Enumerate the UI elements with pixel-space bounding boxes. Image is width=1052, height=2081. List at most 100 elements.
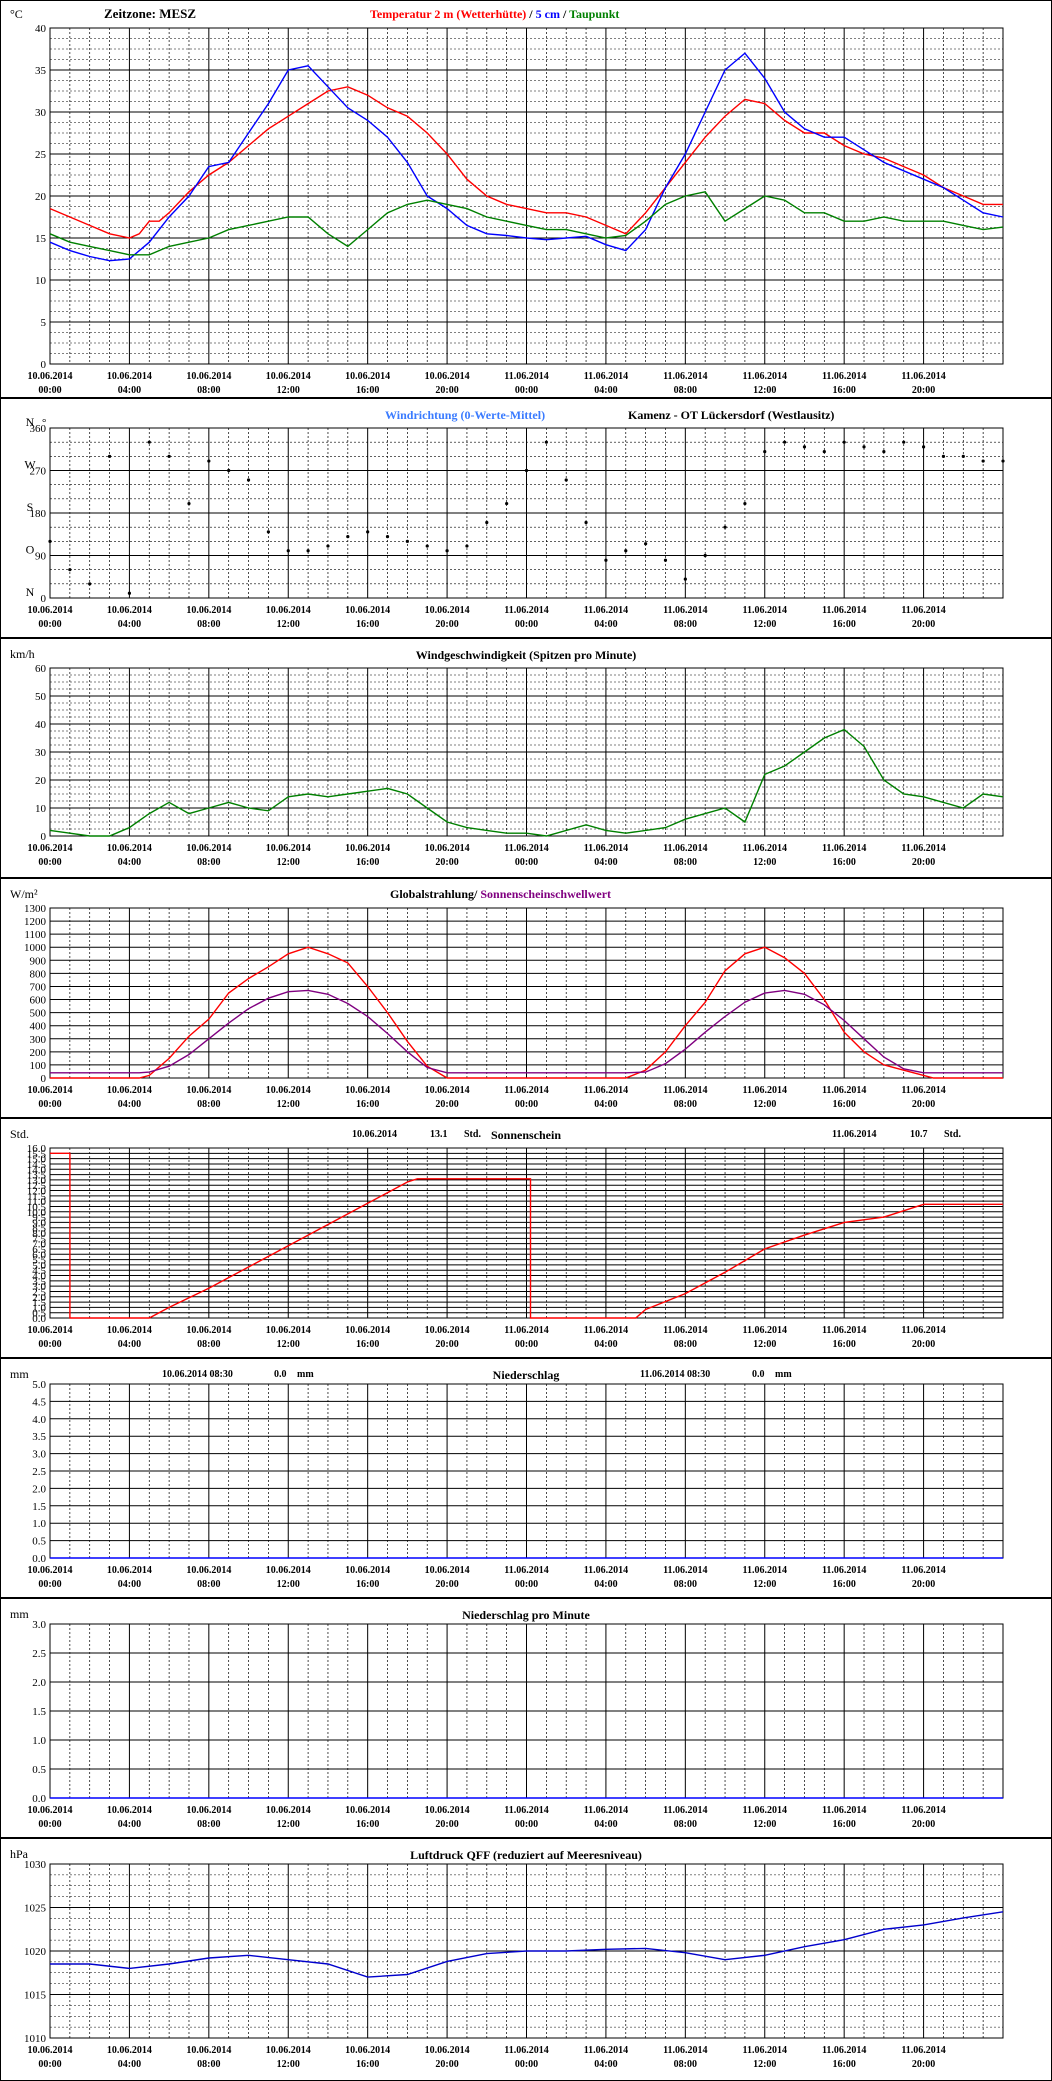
x-tick-date: 11.06.2014 (663, 1325, 707, 1336)
series-line-temperatur-2-m-wetterh-tte- (49, 86, 1003, 239)
chart-panel-6: 0.0 0.5 1.0 1.5 2.0 2.5 3.0 3.5 4.0 4.5 5.0 10.06.2… (10, 1367, 1004, 1590)
x-tick-date: 10.06.2014 (107, 843, 152, 854)
x-tick-date: 11.06.2014 (822, 2045, 866, 2056)
chart-title: Windrichtung (0-Werte-Mittel) (385, 408, 545, 422)
chart-title: Niederschlag (493, 1368, 560, 1382)
x-tick-time: 00:00 (38, 1819, 61, 1830)
series-line-sonnenscheinschwellwert (50, 989, 1003, 1074)
x-tick-time: 04:00 (118, 385, 141, 396)
x-tick-date: 10.06.2014 (425, 843, 470, 854)
y-unit-label: mm (10, 1367, 29, 1381)
x-tick-date: 11.06.2014 (663, 605, 707, 616)
wind-direction-point (445, 549, 449, 553)
y-tick-label: 4.5 (32, 1396, 46, 1408)
x-tick-time: 00:00 (515, 385, 538, 396)
x-tick-date: 10.06.2014 (425, 1805, 470, 1816)
x-tick-time: 20:00 (435, 1819, 458, 1830)
x-tick-time: 16:00 (832, 1579, 855, 1590)
x-tick-date: 10.06.2014 (266, 371, 311, 382)
series-line-5-cm (49, 52, 1004, 262)
x-tick-time: 08:00 (674, 1819, 697, 1830)
x-tick-time: 08:00 (674, 385, 697, 396)
y-tick-label: 30 (35, 747, 47, 759)
x-tick-time: 04:00 (118, 619, 141, 630)
y-tick-label: 0 (41, 359, 47, 371)
chart-panel-8: 1010 1015 1020 1025 1030 10.06.2014 00:00 10.06… (10, 1847, 1004, 2070)
wind-direction-point (842, 440, 846, 444)
wind-direction-point (981, 459, 985, 463)
y-tick-label: 900 (30, 955, 47, 967)
wind-direction-point (783, 440, 787, 444)
wind-direction-point (127, 591, 132, 595)
x-tick-date: 10.06.2014 (266, 1565, 311, 1576)
y-tick-label: 0.0 (32, 1793, 46, 1805)
wind-direction-point (862, 445, 866, 449)
x-tick-time: 08:00 (674, 1579, 697, 1590)
x-tick-date: 11.06.2014 (822, 1805, 866, 1816)
wind-direction-point (802, 445, 807, 449)
wind-direction-point (564, 478, 568, 482)
y-tick-label: 5.0 (32, 1379, 46, 1391)
x-tick-time: 08:00 (674, 2059, 697, 2070)
x-tick-time: 20:00 (435, 1579, 458, 1590)
x-tick-date: 11.06.2014 (504, 371, 548, 382)
wind-direction-point (941, 454, 946, 458)
y-tick-label: 5.0 (32, 1260, 46, 1272)
x-tick-date: 10.06.2014 (345, 1325, 390, 1336)
y-tick-label: 8.0 (32, 1228, 46, 1240)
x-tick-date: 10.06.2014 (107, 1805, 152, 1816)
y-tick-label: 25 (35, 149, 47, 161)
wind-direction-point (147, 440, 151, 444)
wind-direction-point (405, 539, 409, 543)
x-tick-time: 00:00 (38, 857, 61, 868)
compass-label: N (26, 415, 35, 429)
wind-direction-point (465, 544, 469, 548)
y-tick-label: 2.0 (32, 1483, 46, 1495)
y-tick-label: 10.0 (27, 1207, 47, 1219)
x-tick-date: 10.06.2014 (266, 1805, 311, 1816)
x-tick-time: 16:00 (356, 2059, 379, 2070)
x-tick-time: 04:00 (594, 385, 617, 396)
y-tick-label: 6.5 (32, 1244, 46, 1256)
x-tick-date: 11.06.2014 (743, 1085, 787, 1096)
wind-direction-point (822, 450, 826, 454)
x-tick-time: 04:00 (118, 1579, 141, 1590)
y-tick-label: 1030 (24, 1859, 47, 1871)
wind-direction-point (346, 535, 350, 539)
x-tick-date: 11.06.2014 (504, 843, 548, 854)
day-sum-value: 0.0 (752, 1369, 765, 1380)
x-tick-date: 11.06.2014 (822, 605, 866, 616)
y-tick-label: 10 (35, 275, 47, 287)
chart-title-part: / (560, 7, 569, 21)
x-tick-time: 20:00 (435, 857, 458, 868)
y-tick-label: 6.0 (32, 1249, 46, 1261)
x-tick-time: 04:00 (594, 1099, 617, 1110)
x-tick-time: 16:00 (356, 385, 379, 396)
x-tick-time: 08:00 (197, 857, 220, 868)
x-tick-time: 04:00 (594, 857, 617, 868)
x-tick-time: 00:00 (515, 619, 538, 630)
x-tick-time: 04:00 (594, 1819, 617, 1830)
x-tick-date: 10.06.2014 (28, 371, 73, 382)
x-tick-time: 20:00 (912, 1579, 935, 1590)
y-tick-label: 2.5 (32, 1648, 46, 1660)
y-tick-label: 8.5 (32, 1223, 46, 1235)
x-tick-date: 10.06.2014 (425, 1085, 470, 1096)
y-tick-label: 20 (35, 191, 47, 203)
x-tick-time: 20:00 (912, 1819, 935, 1830)
y-tick-label: 3.5 (32, 1276, 46, 1288)
x-tick-date: 10.06.2014 (345, 1805, 390, 1816)
x-tick-time: 16:00 (832, 385, 855, 396)
x-tick-date: 10.06.2014 (107, 371, 152, 382)
x-tick-time: 20:00 (435, 1099, 458, 1110)
y-tick-label: 1.0 (32, 1735, 46, 1747)
wind-direction-point (167, 454, 171, 458)
x-tick-time: 12:00 (753, 385, 776, 396)
wind-direction-point (286, 549, 290, 553)
x-tick-date: 10.06.2014 (186, 371, 231, 382)
wind-direction-point (1001, 459, 1005, 463)
y-tick-label: 1.5 (32, 1297, 46, 1309)
x-tick-date: 11.06.2014 (743, 371, 787, 382)
